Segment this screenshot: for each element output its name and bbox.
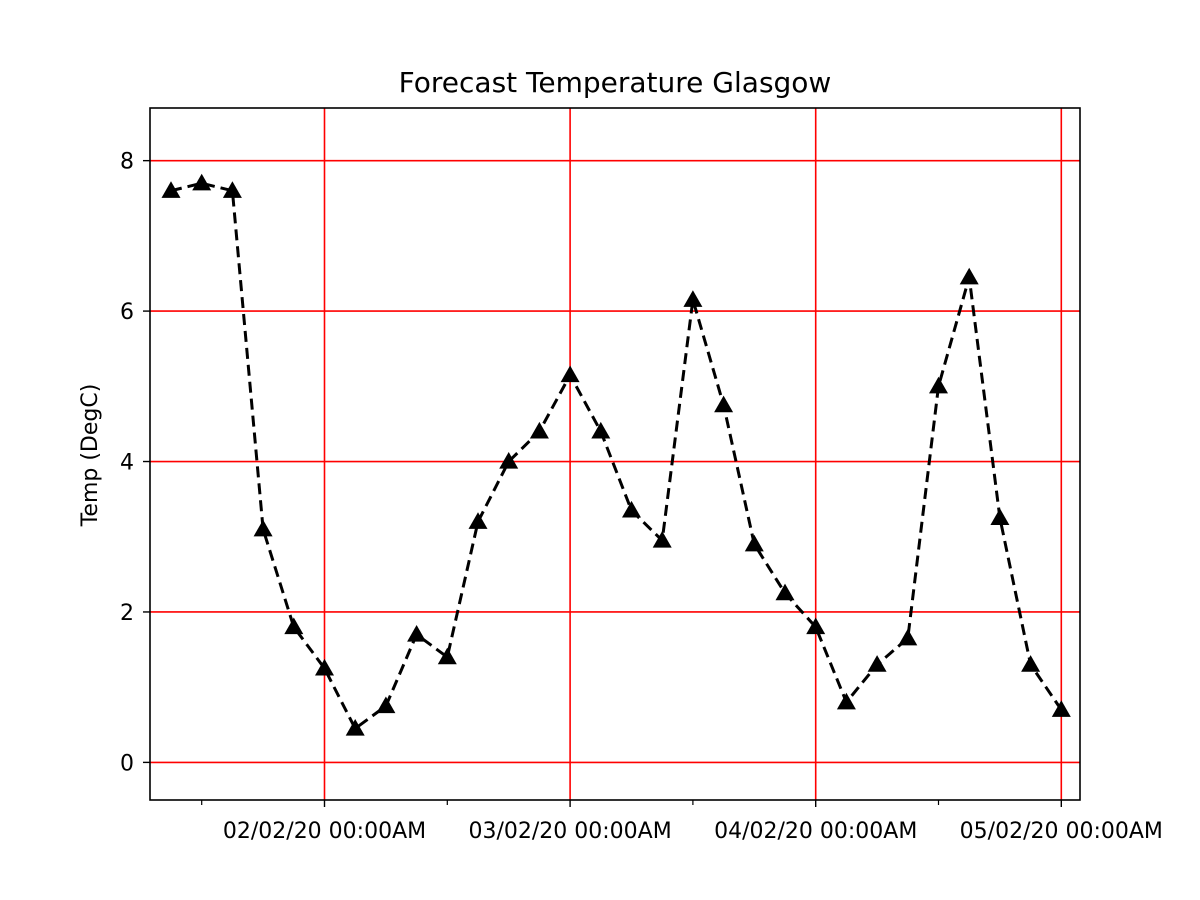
data-point-marker (407, 625, 427, 642)
plot-frame (149, 107, 1081, 801)
data-point-marker (192, 173, 212, 191)
data-point-marker (990, 508, 1010, 526)
data-point-marker (499, 452, 519, 469)
data-point-marker (929, 376, 948, 394)
data-point-marker (622, 500, 641, 518)
series-line (170, 181, 1063, 731)
data-point-marker (652, 531, 672, 548)
data-point-marker (468, 512, 488, 529)
data-point-marker (1021, 655, 1041, 672)
grid-lines (150, 108, 1080, 800)
data-point-marker (867, 655, 887, 672)
y-tick-label: 2 (120, 601, 134, 626)
data-point-marker (683, 290, 703, 307)
data-point-marker (836, 692, 856, 710)
data-point-marker (959, 267, 979, 285)
x-tick-label: 03/02/20 00:00AM (468, 819, 671, 844)
axis-ticks: 0 2 4 6 8 02/02/20 00:00AM 03/02/20 00:00AM 04/… (120, 150, 1163, 844)
data-point-marker (253, 519, 273, 537)
x-tick-label: 02/02/20 00:00AM (223, 819, 426, 844)
data-point-marker (560, 365, 580, 383)
data-point-marker (222, 181, 242, 198)
data-point-marker (437, 647, 457, 665)
data-point-marker (898, 628, 918, 646)
y-tick-label: 6 (120, 300, 134, 325)
data-point-marker (1051, 700, 1071, 717)
data-point-marker (714, 395, 734, 413)
data-point-marker (744, 534, 764, 552)
data-point-marker (806, 617, 826, 635)
data-point-marker (529, 421, 549, 439)
data-point-marker (345, 719, 365, 736)
series-markers (161, 173, 1071, 736)
temperature-series (170, 181, 1063, 731)
data-point-marker (315, 658, 334, 676)
data-point-marker (376, 696, 396, 714)
data-point-marker (161, 181, 181, 198)
data-point-marker (775, 583, 795, 601)
chart-title: Forecast Temperature Glasgow (399, 66, 832, 99)
data-point-marker (284, 617, 304, 635)
y-axis-label: Temp (DegC) (78, 384, 103, 528)
data-point-marker (591, 421, 611, 439)
y-tick-label: 4 (120, 451, 134, 476)
y-tick-label: 8 (120, 150, 134, 175)
y-tick-label: 0 (120, 751, 134, 776)
x-tick-label: 04/02/20 00:00AM (714, 819, 917, 844)
x-tick-label: 05/02/20 00:00AM (960, 819, 1163, 844)
